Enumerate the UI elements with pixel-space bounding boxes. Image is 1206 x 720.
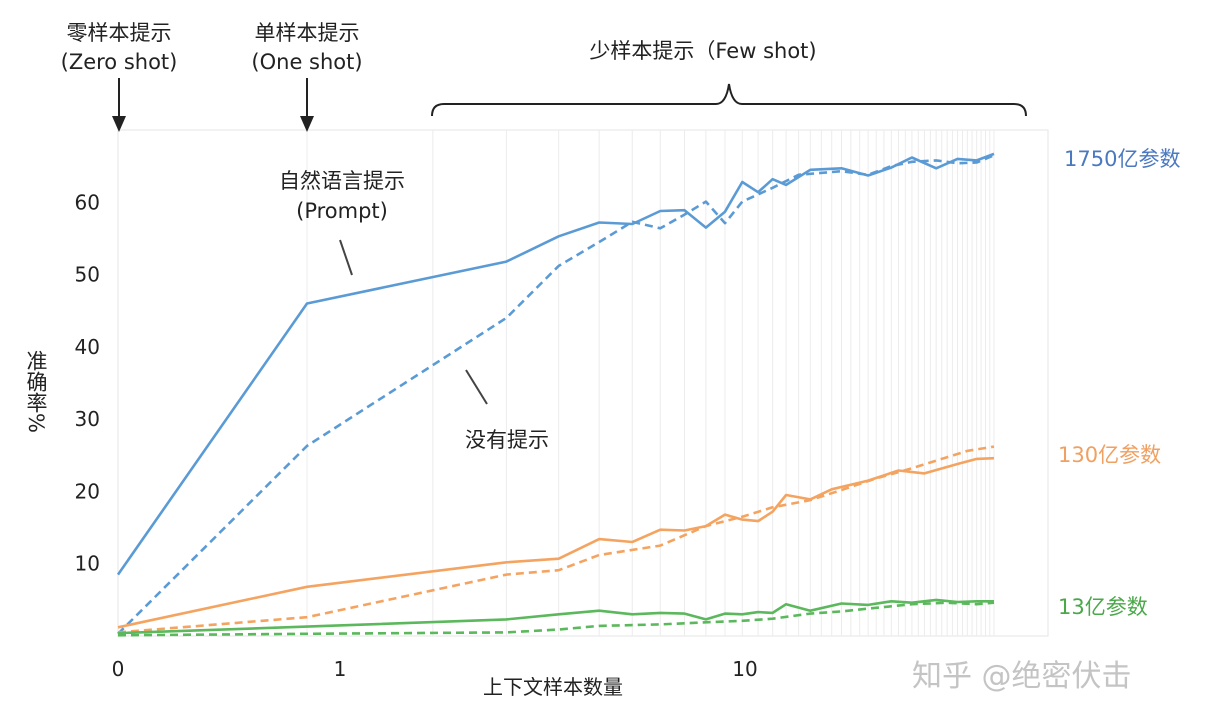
one-shot-label-en: (One shot) xyxy=(251,50,362,74)
prompt-label-en: (Prompt) xyxy=(296,199,388,223)
x-axis-title: 上下文样本数量 xyxy=(483,675,623,699)
series-line xyxy=(117,445,995,634)
y-tick-label: 20 xyxy=(75,479,100,503)
few-shot-label: 少样本提示（Few shot) xyxy=(589,39,816,63)
zero-shot-label-en: (Zero shot) xyxy=(61,50,178,74)
series-label-1-3b: 13亿参数 xyxy=(1058,595,1148,619)
zero-shot-arrow xyxy=(112,78,126,132)
y-tick-label: 50 xyxy=(75,263,100,287)
few-shot-brace xyxy=(431,83,1027,117)
series-line xyxy=(117,456,995,629)
no-prompt-pointer xyxy=(465,369,488,405)
series-label-13b: 130亿参数 xyxy=(1058,443,1161,467)
series-line xyxy=(117,601,995,637)
no-prompt-label: 没有提示 xyxy=(465,428,549,452)
series-lines xyxy=(116,152,995,637)
plot-area xyxy=(117,129,1049,637)
series-line xyxy=(117,154,995,635)
x-tick-label: 1 xyxy=(334,657,347,681)
x-tick-label: 10 xyxy=(732,657,757,681)
y-axis-title: 准确率% xyxy=(24,350,48,433)
series-line xyxy=(116,152,995,576)
one-shot-arrow xyxy=(300,78,314,132)
prompt-pointer xyxy=(339,239,353,276)
series-label-175b: 1750亿参数 xyxy=(1064,147,1180,171)
y-tick-label: 60 xyxy=(75,190,100,214)
one-shot-label: 单样本提示 xyxy=(255,21,360,45)
prompt-label: 自然语言提示 xyxy=(279,169,405,193)
y-tick-label: 30 xyxy=(75,407,100,431)
watermark: 知乎 @绝密伏击 xyxy=(912,659,1132,694)
y-tick-label: 10 xyxy=(75,552,100,576)
grid-lines xyxy=(306,130,995,636)
x-tick-label: 0 xyxy=(112,657,125,681)
zero-shot-label: 零样本提示 xyxy=(67,21,172,45)
y-tick-label: 40 xyxy=(75,335,100,359)
axis-ticks: 10 20 30 40 50 60 0 1 10 xyxy=(75,190,758,681)
series-line xyxy=(117,598,994,635)
